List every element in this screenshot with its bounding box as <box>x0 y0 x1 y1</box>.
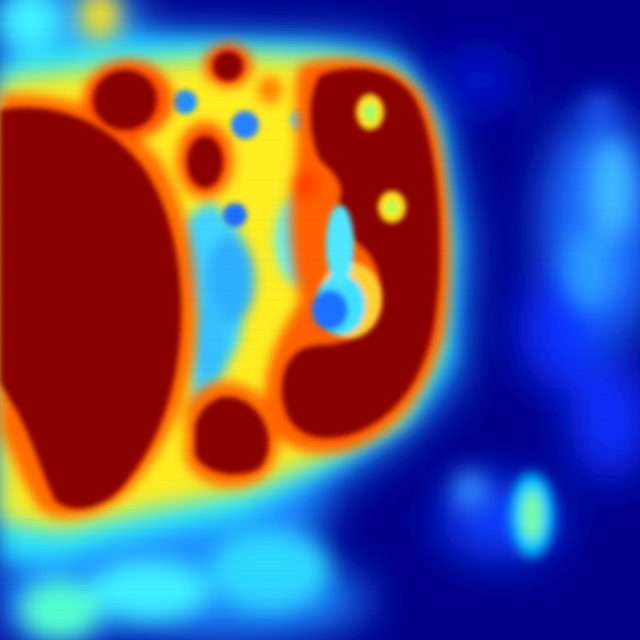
upper-hot-blob <box>93 51 243 188</box>
center-hot-region <box>281 68 440 439</box>
pixel-grid <box>0 9 640 631</box>
center-inner-spots <box>312 94 406 338</box>
bottom-right-spot <box>510 473 554 557</box>
right-faint-field-cores <box>452 95 634 510</box>
left-hot-region <box>0 107 182 509</box>
lower-hot-region <box>195 396 269 475</box>
